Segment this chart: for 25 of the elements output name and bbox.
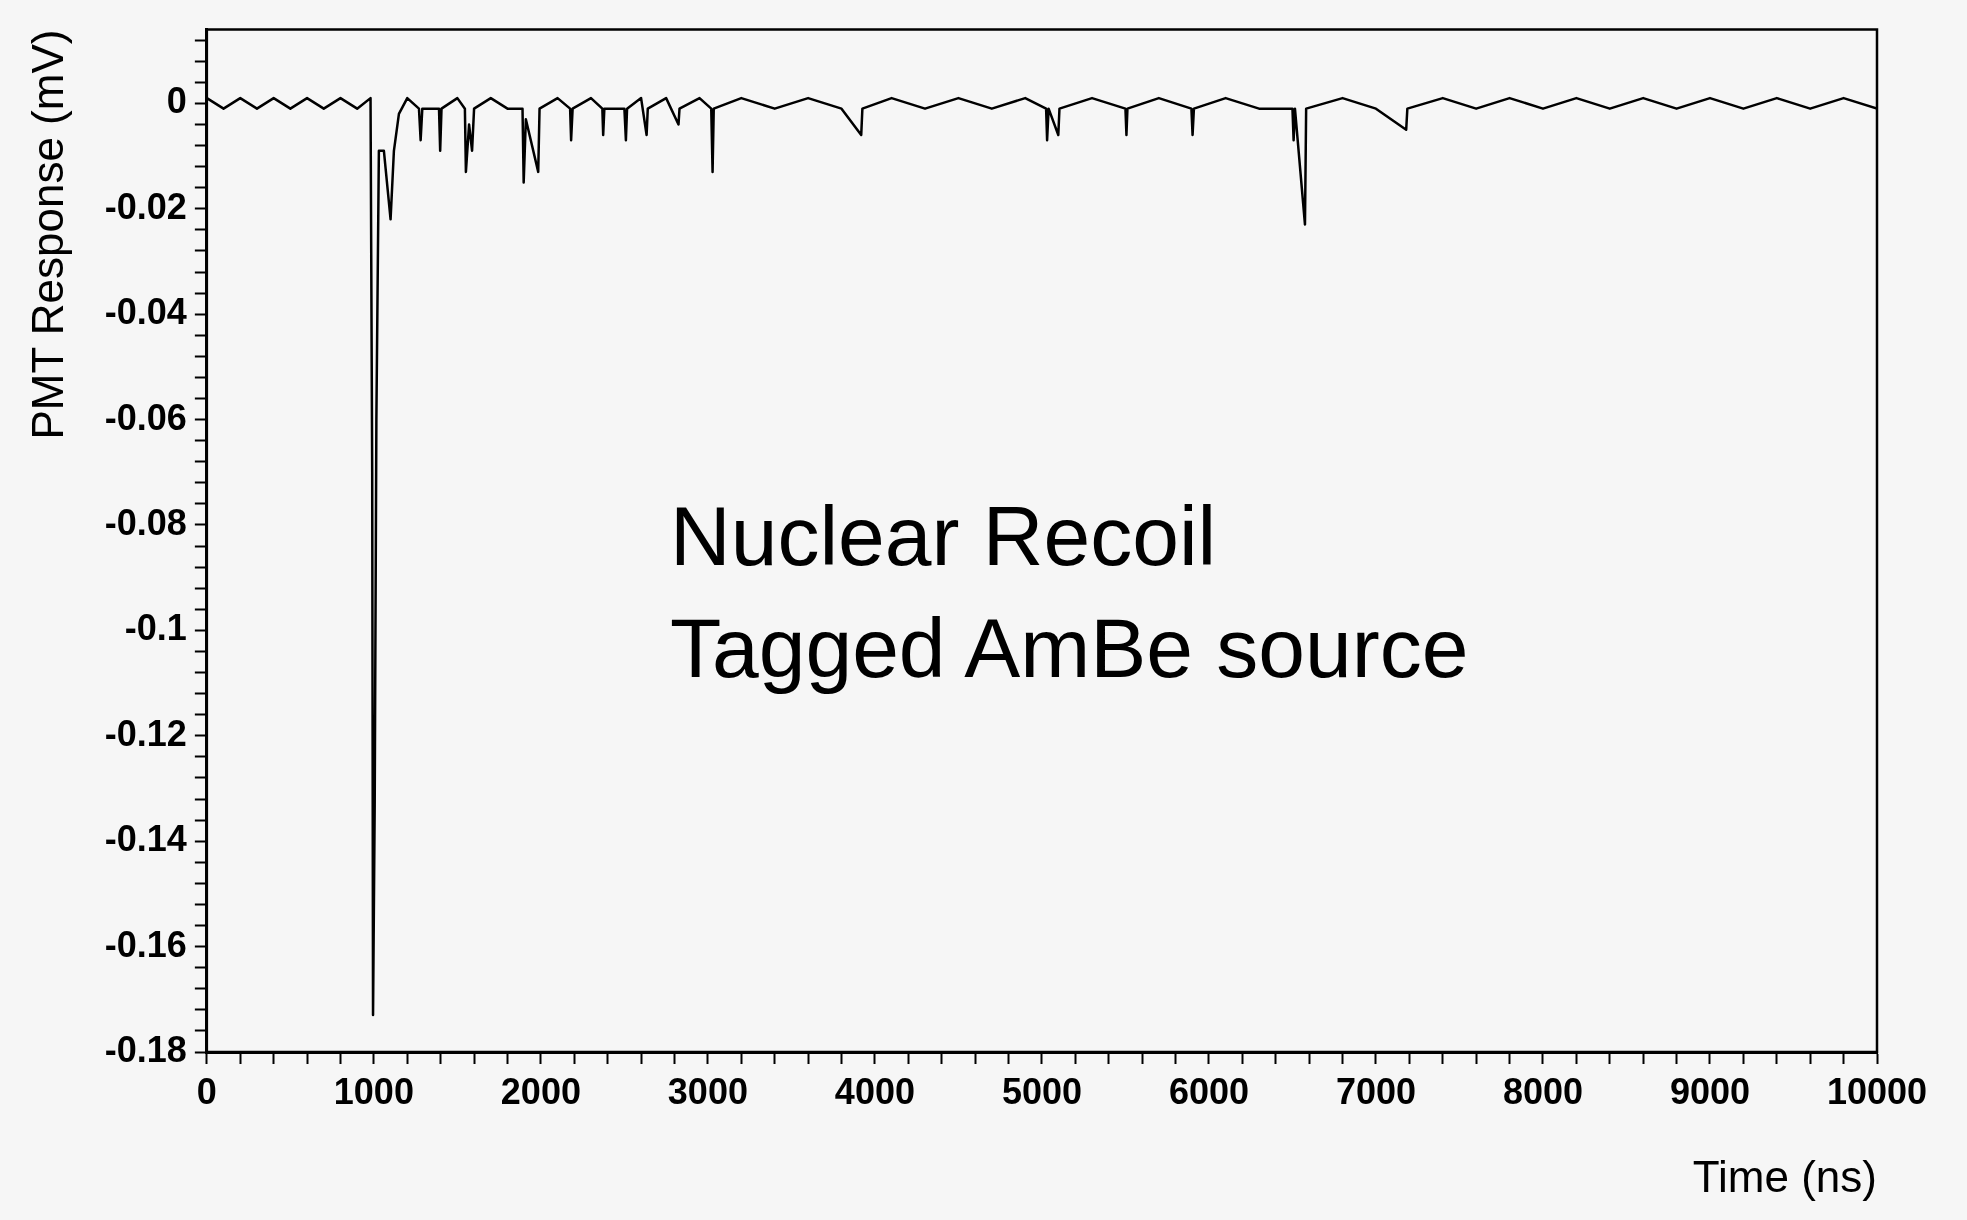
x-tick-label: 1000 (333, 1070, 414, 1112)
y-tick-label: -0.02 (104, 185, 187, 227)
x-tick-label: 10000 (1826, 1070, 1928, 1112)
x-tick-label: 8000 (1502, 1070, 1584, 1112)
x-tick-label: 7000 (1335, 1070, 1416, 1112)
x-tick-label: 2000 (500, 1070, 581, 1112)
x-tick-label: 0 (196, 1070, 217, 1112)
x-tick-label: 4000 (834, 1070, 915, 1112)
annotation: Nuclear Recoil (670, 488, 1218, 585)
y-tick-label: -0.12 (104, 712, 187, 754)
x-tick-label: 5000 (1001, 1070, 1082, 1112)
x-tick-label: 3000 (667, 1070, 748, 1112)
y-tick-label: -0.14 (104, 818, 187, 860)
y-tick-label: -0.1 (124, 607, 187, 649)
y-tick-label: -0.04 (104, 291, 187, 333)
y-tick-label: -0.06 (104, 396, 187, 438)
x-tick-label: 9000 (1669, 1070, 1751, 1112)
x-axis-title: Time (ns) (1692, 1151, 1877, 1201)
y-tick-label: 0 (166, 80, 187, 122)
y-axis-title: PMT Response (mV) (22, 29, 72, 440)
y-tick-label: -0.18 (104, 1028, 187, 1070)
y-tick-label: -0.16 (104, 923, 187, 965)
x-tick-label: 6000 (1168, 1070, 1249, 1112)
annotation: Tagged AmBe source (670, 600, 1469, 697)
y-tick-label: -0.08 (104, 501, 187, 543)
